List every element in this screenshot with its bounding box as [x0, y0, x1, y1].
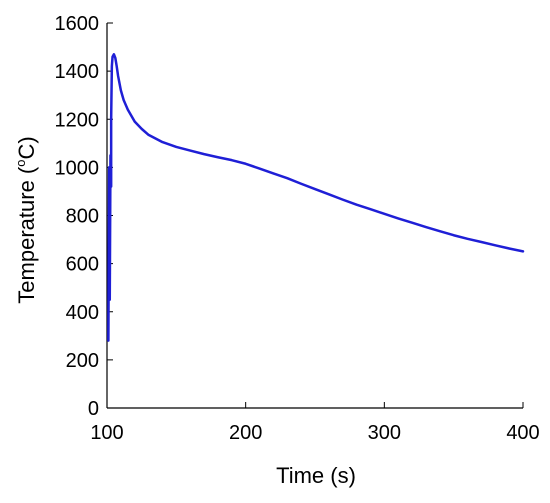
chart-ticks: 0 200 400 600 800 1000 1200 1400 1600 100 200 300 40…: [55, 13, 540, 444]
y-tick-label: 400: [66, 302, 99, 324]
y-tick-label: 1000: [55, 157, 100, 179]
x-axis-label: Time (s): [276, 463, 356, 488]
y-axis-label-prefix: Temperature (: [14, 166, 39, 304]
x-tick-label: 400: [506, 422, 539, 444]
y-tick-label: 600: [66, 254, 99, 276]
y-tick-label: 1200: [55, 109, 100, 131]
y-tick-label: 1400: [55, 61, 100, 83]
x-tick-label: 100: [90, 422, 123, 444]
chart-series-group: [107, 53, 525, 342]
y-axis-label-suffix: C): [14, 136, 39, 159]
y-tick-label: 1600: [55, 13, 100, 35]
y-tick-label: 800: [66, 206, 99, 228]
y-tick-label: 200: [66, 350, 99, 372]
temperature-series-line: [107, 53, 525, 342]
y-axis-label-degree: o: [13, 160, 28, 167]
y-tick-label: 0: [88, 398, 99, 420]
y-axis-label: Temperature (oC): [13, 136, 39, 303]
x-tick-label: 200: [229, 422, 262, 444]
x-tick-label: 300: [368, 422, 401, 444]
chart-axes: [106, 23, 523, 409]
